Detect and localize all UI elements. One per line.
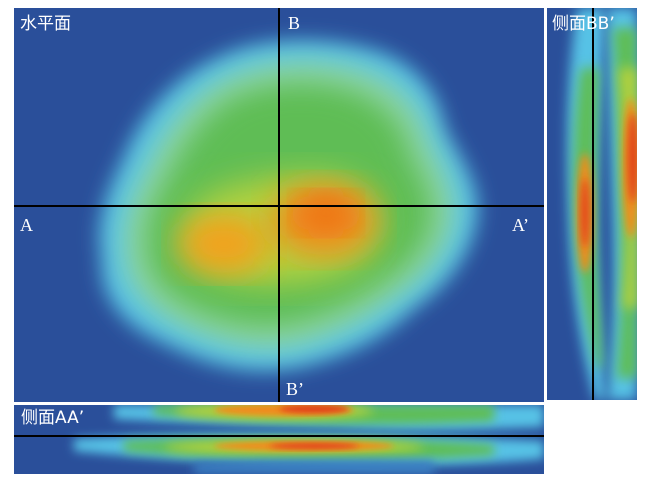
horizontal-view-title: 水平面 — [20, 14, 71, 34]
marker-a-prime: A’ — [512, 215, 529, 235]
side-view-bb-title: 侧面BB’ — [552, 14, 615, 34]
marker-b-prime: B’ — [286, 379, 304, 399]
side-aa-axis-line — [14, 435, 544, 437]
heat-core-left — [179, 214, 269, 274]
heat-core-right-center — [298, 195, 354, 231]
side-view-bb-panel: 侧面BB’ — [547, 8, 637, 400]
side-aa-heatmap — [14, 405, 544, 474]
side-bb-axis-line — [592, 8, 594, 400]
marker-b: B — [288, 13, 301, 33]
side-view-aa-title: 侧面AA’ — [21, 408, 85, 428]
horizontal-view-panel: 水平面 B B’ A A’ — [14, 8, 544, 402]
side-view-aa-panel: 侧面AA’ — [14, 405, 544, 474]
marker-a: A — [20, 215, 33, 235]
section-line-aa — [14, 205, 544, 207]
